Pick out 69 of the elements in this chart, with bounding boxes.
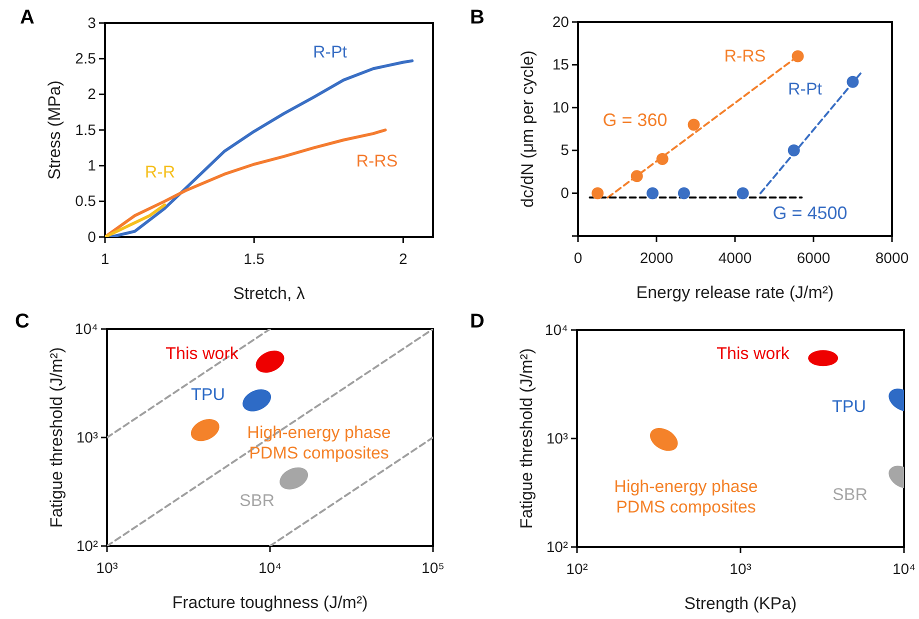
- y-tick-label: 2.5: [75, 50, 96, 68]
- line-series: [105, 203, 166, 237]
- annotation: G = 4500: [772, 202, 848, 223]
- x-tick-label: 8000: [875, 250, 909, 267]
- x-axis-title: Stretch, λ: [233, 284, 306, 303]
- annotation: G = 360: [602, 110, 668, 130]
- point: [630, 170, 643, 182]
- x-tick-label: 10⁴: [258, 560, 282, 577]
- x-tick-label: 1: [100, 251, 110, 268]
- y-axis-title: Fatigue threshold (J/m²): [47, 347, 66, 528]
- y-tick-label: 0.5: [75, 193, 96, 210]
- y-tick-label: 0: [88, 228, 96, 246]
- series-label: TPU: [191, 385, 225, 404]
- series-label: R-RS: [356, 151, 398, 170]
- series-label: This work: [716, 344, 790, 364]
- y-tick-label: 2: [88, 86, 96, 104]
- x-tick-label: 1.5: [244, 251, 265, 268]
- x-tick-label: 2000: [640, 250, 674, 267]
- series-label: This work: [166, 344, 239, 364]
- text: High-energy phase PDMS composites: [614, 477, 758, 517]
- point: [592, 187, 604, 200]
- x-axis-title: Fracture toughness (J/m²): [172, 593, 368, 612]
- point: [678, 187, 690, 200]
- y-axis-title: Stress (MPa): [45, 80, 64, 180]
- y-tick-label: 10⁴: [74, 320, 98, 338]
- x-tick-label: 10³: [730, 561, 752, 578]
- point: [736, 187, 749, 200]
- series-label: TPU: [832, 397, 866, 416]
- point: [656, 152, 668, 165]
- series-label: R-Pt: [788, 79, 822, 98]
- y-tick-label: 3: [88, 14, 96, 32]
- point: [646, 187, 659, 200]
- point: [688, 118, 700, 131]
- series-label: High-energy phase PDMS composites: [247, 423, 391, 463]
- y-tick-label: 1: [88, 157, 96, 174]
- x-tick-label: 2: [399, 251, 408, 268]
- text: C: [15, 310, 30, 332]
- y-tick-label: 10⁴: [544, 322, 568, 339]
- y-axis-title: Fatigue threshold (J/m²): [517, 348, 536, 529]
- y-tick-label: 0: [560, 185, 569, 202]
- x-tick-label: 6000: [796, 250, 830, 267]
- series-label: R-RS: [724, 46, 766, 66]
- series-label: R-R: [144, 162, 176, 182]
- y-axis-title: dc/dN (μm per cycle): [518, 50, 537, 208]
- x-tick-label: 4000: [718, 250, 752, 267]
- point: [792, 50, 804, 62]
- x-tick-label: 10⁵: [422, 560, 444, 577]
- series-label: SBR: [832, 485, 868, 504]
- text: B: [470, 6, 484, 28]
- point: [846, 76, 859, 88]
- y-tick-label: 20: [552, 14, 569, 31]
- y-tick-label: 10²: [546, 538, 568, 556]
- x-tick-label: 10⁴: [892, 561, 916, 578]
- y-tick-label: 10³: [546, 430, 568, 448]
- series-label: R-Pt: [313, 42, 348, 62]
- line-series: [109, 59, 414, 237]
- x-tick-label: 0: [574, 250, 582, 267]
- text: A: [20, 6, 34, 28]
- text: D: [470, 310, 484, 332]
- y-tick-label: 5: [560, 142, 569, 160]
- y-tick-label: 10²: [76, 538, 98, 555]
- y-tick-label: 1.5: [75, 122, 96, 139]
- point: [788, 144, 800, 156]
- y-tick-label: 10³: [76, 429, 98, 446]
- series-label: SBR: [240, 491, 274, 510]
- x-axis-title: Energy release rate (J/m²): [636, 283, 834, 302]
- y-tick-label: 15: [552, 56, 569, 74]
- x-axis-title: Strength (KPa): [684, 594, 797, 613]
- y-tick-label: 10: [552, 99, 569, 116]
